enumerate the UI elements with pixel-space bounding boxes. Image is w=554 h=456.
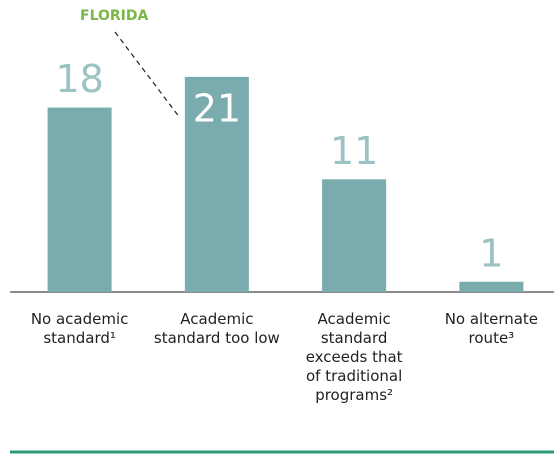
annotation-leader [114, 31, 181, 119]
value-label: 18 [55, 57, 103, 101]
value-label: 11 [330, 129, 378, 173]
bar [459, 281, 524, 292]
x-tick-label: No academic standard¹ [30, 310, 129, 347]
x-tick-label: Academic standard exceeds that of tradit… [305, 310, 403, 404]
bar [322, 179, 387, 292]
bar [184, 76, 249, 292]
annotation: FLORIDA [80, 8, 148, 24]
value-label: 1 [479, 231, 503, 275]
x-tick-label: No alternate route³ [444, 310, 539, 347]
x-tick-label: Academic standard too low [153, 310, 280, 347]
value-label: 21 [193, 86, 241, 130]
bar [47, 107, 112, 292]
